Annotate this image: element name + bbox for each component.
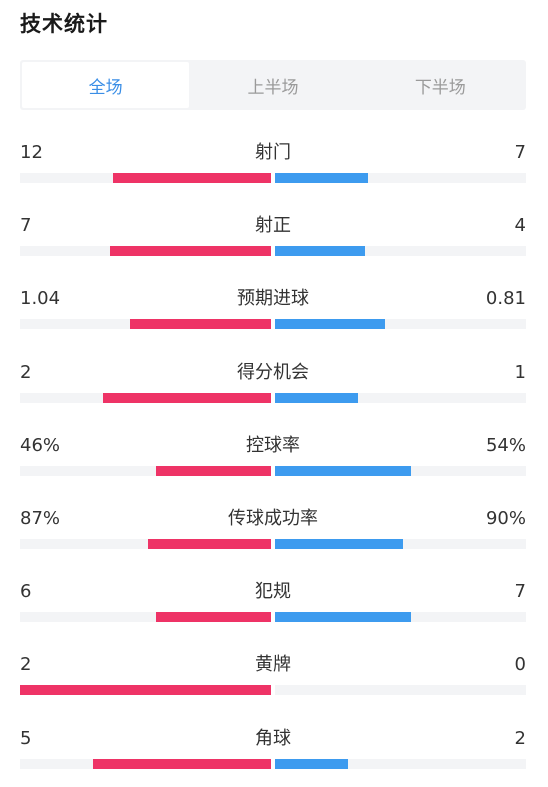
home-value: 2 [20,361,32,383]
stat-name: 传球成功率 [228,508,318,529]
stat-name: 射门 [255,142,291,163]
home-bar [110,246,271,257]
tab-first-half[interactable]: 上半场 [247,77,299,98]
stat-row-expected-goals: 1.04 预期进球 0.81 [20,287,526,347]
home-value: 87% [20,508,61,529]
away-value: 7 [514,581,526,603]
stat-name: 预期进球 [237,288,309,310]
away-bar [275,612,411,623]
away-bar [275,539,403,549]
away-bar-track [275,612,526,623]
away-bar [275,758,348,769]
stat-name: 黄牌 [255,654,291,676]
tab-second-half[interactable]: 下半场 [414,77,466,98]
away-value: 0 [514,654,526,676]
home-bar-track [20,392,271,403]
tab-full-match[interactable]: 全场 [22,62,190,108]
away-bar-track [275,758,526,769]
away-value: 1 [514,361,526,383]
away-bar-track [275,539,526,549]
stat-row-yellow-cards: 2 黄牌 0 [20,653,526,713]
stat-row-fouls: 6 犯规 7 [20,580,526,640]
home-bar-track [20,246,271,257]
home-bar [113,173,271,183]
home-value: 6 [20,581,32,603]
stat-name: 角球 [255,727,291,749]
away-bar [275,392,358,403]
stat-row-possession: 46% 控球率 54% [20,434,526,494]
stat-row-big-chances: 2 得分机会 1 [20,361,526,421]
home-bar-track [20,539,271,549]
away-bar-track [275,246,526,257]
away-bar-track [275,173,526,183]
away-value: 54% [485,434,526,456]
home-bar [20,685,271,696]
page-title: 技术统计 [20,12,108,36]
home-value: 7 [20,215,32,237]
home-bar [130,319,271,330]
home-bar-track [20,319,271,330]
away-value: 0.81 [485,288,526,310]
home-bar-track [20,758,271,769]
stat-row-pass-accuracy: 87% 传球成功率 90% [20,507,526,567]
away-value: 90% [485,508,526,529]
home-bar [103,392,271,403]
stat-name: 得分机会 [237,361,309,383]
stat-row-shots: 12 射门 7 [20,141,526,201]
home-value: 2 [20,654,32,676]
away-value: 4 [514,215,526,237]
away-value: 2 [514,727,526,749]
period-tabs: 全场 上半场 下半场 [20,60,526,110]
home-value: 5 [20,727,32,749]
home-value: 46% [20,434,61,456]
home-bar-track [20,612,271,623]
home-bar [156,465,271,476]
away-bar-track [275,392,526,403]
stat-name: 射正 [255,215,291,237]
home-bar [156,612,271,623]
away-bar-track [275,685,526,696]
away-value: 7 [514,142,526,163]
away-bar [275,465,411,476]
away-bar [275,319,385,330]
home-bar-track [20,685,271,696]
away-bar [275,173,368,183]
away-bar [275,246,365,257]
home-bar-track [20,173,271,183]
stat-row-corners: 5 角球 2 [20,727,526,787]
away-bar-track [275,319,526,330]
home-bar [148,539,271,549]
home-bar-track [20,465,271,476]
stat-row-shots-on-target: 7 射正 4 [20,214,526,274]
home-bar [93,758,271,769]
home-value: 12 [20,142,43,163]
home-value: 1.04 [20,288,61,310]
stat-name: 控球率 [246,434,300,456]
stat-name: 犯规 [255,581,291,603]
away-bar-track [275,465,526,476]
